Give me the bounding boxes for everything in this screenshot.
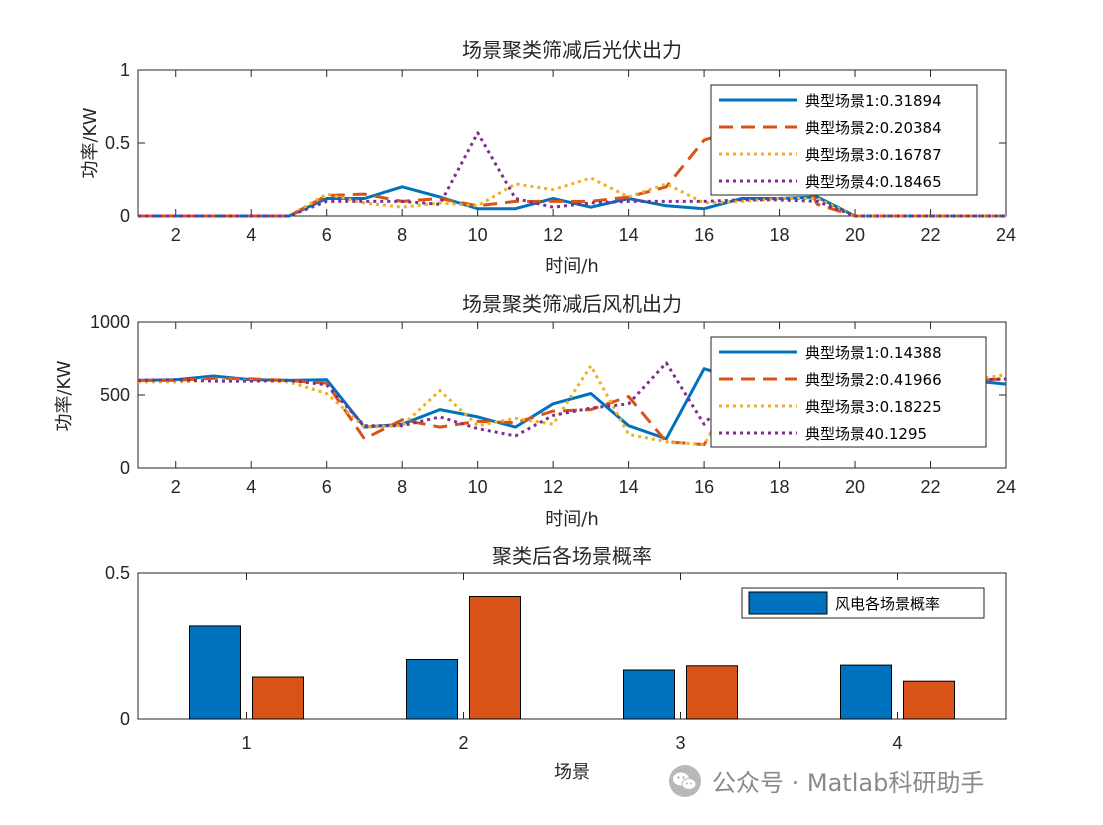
chart2-ytick-label: 500	[100, 385, 130, 405]
chart3-xlabel: 场景	[554, 762, 590, 783]
chart3-ytick-label: 0	[120, 709, 130, 729]
chart1-series-3-line	[138, 176, 1006, 218]
chart3-title: 聚类后各场景概率	[492, 544, 652, 568]
chart3-bar-series2-cat4	[903, 680, 955, 720]
chart2-xtick-label: 24	[996, 477, 1016, 497]
chart1-ytick-label: 0.5	[105, 133, 130, 153]
chart3-xtick-label: 3	[675, 733, 685, 753]
chart1-ytick-label: 0	[120, 206, 130, 226]
chart1-xtick-label: 2	[171, 225, 181, 245]
chart2-legend-box	[710, 336, 987, 448]
chart2-xtick-label: 20	[845, 477, 865, 497]
chart2-legend: 典型场景1:0.14388 典型场景2:0.41966 典型场景3:0.18225 典…	[710, 336, 987, 448]
chart1-title: 场景聚类筛减后光伏出力	[462, 38, 682, 62]
chart2-ytick-label: 0	[120, 458, 130, 478]
chart3-legend: 风电各场景概率	[741, 587, 985, 619]
chart2-legend-label-4: 典型场景40.1295	[805, 425, 927, 443]
chart1-legend-label-2: 典型场景2:0.20384	[805, 119, 942, 137]
chart2-xtick-label: 6	[322, 477, 332, 497]
chart1-xlabel: 时间/h	[545, 256, 598, 277]
watermark: 公众号 · Matlab科研助手	[669, 765, 984, 797]
chart2-xtick-label: 22	[921, 477, 941, 497]
chart2-xlabel: 时间/h	[545, 509, 598, 530]
chart2-xtick-label: 16	[694, 477, 714, 497]
chart3-xtick-label: 4	[892, 733, 902, 753]
chart2-xtick-label: 2	[171, 477, 181, 497]
chart1-ytick-label: 1	[120, 60, 130, 80]
chart1-xtick-label: 8	[397, 225, 407, 245]
chart2-title: 场景聚类筛减后风机出力	[462, 292, 682, 316]
chart3-legend-swatch	[748, 591, 828, 615]
chart2-xtick-label: 10	[468, 477, 488, 497]
chart3-bar-series2-cat1	[252, 676, 304, 720]
chart3-bar-series2-cat2	[469, 596, 521, 720]
chart1-legend-label-4: 典型场景4:0.18465	[805, 173, 942, 191]
chart1-xtick-label: 18	[770, 225, 790, 245]
chart1-xtick-label: 4	[246, 225, 256, 245]
chart1-xtick-label: 22	[921, 225, 941, 245]
chart2-legend-label-2: 典型场景2:0.41966	[805, 371, 942, 389]
chart1-legend-box	[710, 84, 978, 196]
chart2-xtick-label: 4	[246, 477, 256, 497]
watermark-text: 公众号 · Matlab科研助手	[712, 769, 984, 797]
chart2-legend-label-3: 典型场景3:0.18225	[805, 398, 942, 416]
wechat-icon	[669, 765, 701, 797]
chart1-xtick-label: 24	[996, 225, 1016, 245]
chart-scenario-probability: 聚类后各场景概率 1 2 3 4 0 0.5 场景 风电各场景概率	[105, 544, 1007, 783]
chart1-xtick-label: 6	[322, 225, 332, 245]
chart2-xtick-label: 12	[543, 477, 563, 497]
chart1-ylabel: 功率/KW	[80, 107, 101, 178]
chart3-ytick-label: 0.5	[105, 563, 130, 583]
chart3-bar-series1-cat1	[189, 625, 241, 720]
chart1-legend: 典型场景1:0.31894 典型场景2:0.20384 典型场景3:0.16787 典…	[710, 84, 978, 196]
chart2-ytick-label: 1000	[90, 312, 130, 332]
chart3-xtick-label: 2	[458, 733, 468, 753]
chart3-bar-series2-cat3	[686, 665, 738, 720]
chart2-legend-label-1: 典型场景1:0.14388	[805, 344, 942, 362]
chart1-legend-label-3: 典型场景3:0.16787	[805, 146, 942, 164]
chart1-xtick-label: 14	[619, 225, 639, 245]
chart1-series-2-line	[138, 126, 1006, 218]
chart3-xtick-label: 1	[241, 733, 251, 753]
chart1-xtick-label: 10	[468, 225, 488, 245]
chart3-ticks: 1 2 3 4 0 0.5	[105, 563, 1006, 753]
chart3-bar-series1-cat3	[623, 669, 675, 720]
chart3-bar-series1-cat2	[406, 659, 458, 720]
chart3-bars	[189, 596, 955, 720]
chart1-series-4-line	[138, 131, 1006, 218]
chart2-xtick-label: 14	[619, 477, 639, 497]
chart1-series	[138, 126, 1006, 218]
chart2-xtick-label: 8	[397, 477, 407, 497]
chart1-xtick-label: 20	[845, 225, 865, 245]
chart-wind-output: 场景聚类筛减后风机出力 2 4 6 8 10 12 14 16 18 20 22 2405001000…	[54, 292, 1016, 530]
chart2-xtick-label: 18	[770, 477, 790, 497]
chart3-bar-series1-cat4	[840, 664, 892, 720]
chart1-xtick-label: 16	[694, 225, 714, 245]
chart1-legend-label-1: 典型场景1:0.31894	[805, 92, 942, 110]
chart3-legend-label: 风电各场景概率	[835, 595, 940, 613]
chart1-xtick-label: 12	[543, 225, 563, 245]
chart2-ylabel: 功率/KW	[54, 360, 75, 431]
